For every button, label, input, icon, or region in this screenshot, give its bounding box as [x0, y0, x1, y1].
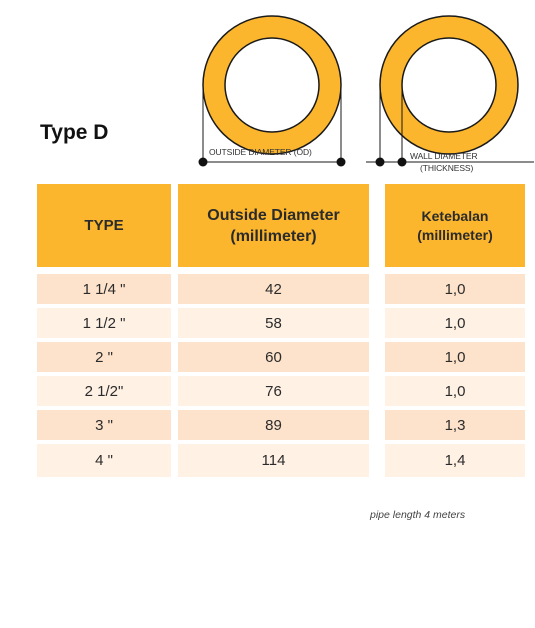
od-marker-left [198, 157, 208, 167]
cell-type: 1 1/2 " [37, 308, 171, 338]
cell-thickness: 1,4 [385, 444, 525, 477]
cell-od: 76 [178, 376, 369, 406]
wall-label: WALL DIAMETER [410, 151, 478, 161]
cell-thickness: 1,0 [385, 342, 525, 372]
cell-od: 58 [178, 308, 369, 338]
thickness-label: (THICKNESS) [420, 163, 474, 173]
od-marker-right [336, 157, 346, 167]
od-ring-inner [224, 37, 320, 133]
header-thick-line1: Ketebalan [421, 207, 489, 224]
header-thick-line2: (millimeter) [417, 226, 493, 243]
cell-thickness: 1,0 [385, 274, 525, 304]
cell-od: 42 [178, 274, 369, 304]
cell-od: 89 [178, 410, 369, 440]
page-title: Type D [40, 121, 109, 144]
header-thickness: Ketebalan (millimeter) [385, 184, 525, 267]
cell-type: 4 " [37, 444, 171, 477]
od-label: OUTSIDE DIAMETER (OD) [209, 147, 312, 157]
wall-ring-inner [401, 37, 497, 133]
pipe-length-note: pipe length 4 meters [370, 509, 466, 521]
header-od-line1: Outside Diameter [207, 206, 340, 224]
cell-type: 2 1/2" [37, 376, 171, 406]
pipe-diagram [198, 15, 534, 167]
wall-marker-right [397, 157, 407, 167]
cell-thickness: 1,0 [385, 376, 525, 406]
cell-od: 60 [178, 342, 369, 372]
header-type: TYPE [37, 184, 171, 267]
cell-type: 3 " [37, 410, 171, 440]
cell-thickness: 1,3 [385, 410, 525, 440]
header-type-label: TYPE [84, 217, 124, 234]
cell-type: 1 1/4 " [37, 274, 171, 304]
cell-thickness: 1,0 [385, 308, 525, 338]
cell-od: 114 [178, 444, 369, 477]
cell-type: 2 " [37, 342, 171, 372]
header-od-line2: (millimeter) [230, 227, 317, 245]
header-outside-diameter: Outside Diameter (millimeter) [178, 184, 369, 267]
wall-marker-left [375, 157, 385, 167]
